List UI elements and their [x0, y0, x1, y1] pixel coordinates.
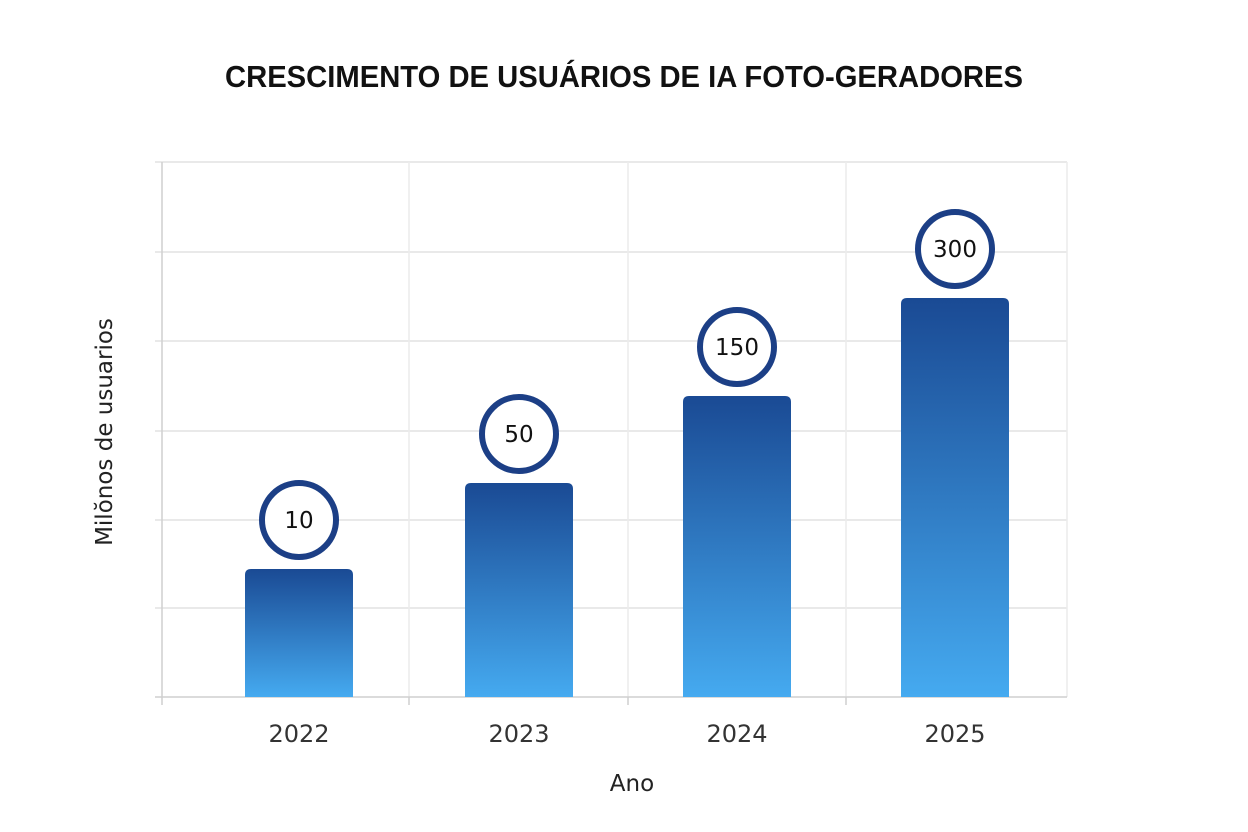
y-axis-label: Milŏnos de usuarios	[92, 318, 118, 546]
data-label-2023: 50	[504, 422, 533, 448]
chart-title: CRESCIMENTO DE USUÁRIOS DE IA FOTO-GERAD…	[225, 59, 1023, 94]
bar-2024	[683, 396, 791, 697]
x-tick-label-2023: 2023	[488, 720, 549, 748]
data-label-ring	[259, 480, 339, 560]
bar-2025	[901, 298, 1009, 697]
x-tick-label-2022: 2022	[268, 720, 329, 748]
bar-2023	[465, 483, 573, 697]
data-label-2022: 10	[284, 508, 313, 534]
x-tick-labels: 2022 2023 2024 2025	[268, 720, 985, 748]
x-tick-label-2024: 2024	[706, 720, 767, 748]
data-label-ring	[915, 209, 995, 289]
data-label-2024: 150	[715, 335, 759, 361]
x-tick-label-2025: 2025	[924, 720, 985, 748]
bars: 10 50 150 300	[245, 209, 1009, 697]
x-axis-label: Ano	[610, 771, 654, 797]
data-label-2025: 300	[933, 237, 977, 263]
bar-2022	[245, 569, 353, 697]
data-label-ring	[479, 394, 559, 474]
data-label-ring	[697, 307, 777, 387]
